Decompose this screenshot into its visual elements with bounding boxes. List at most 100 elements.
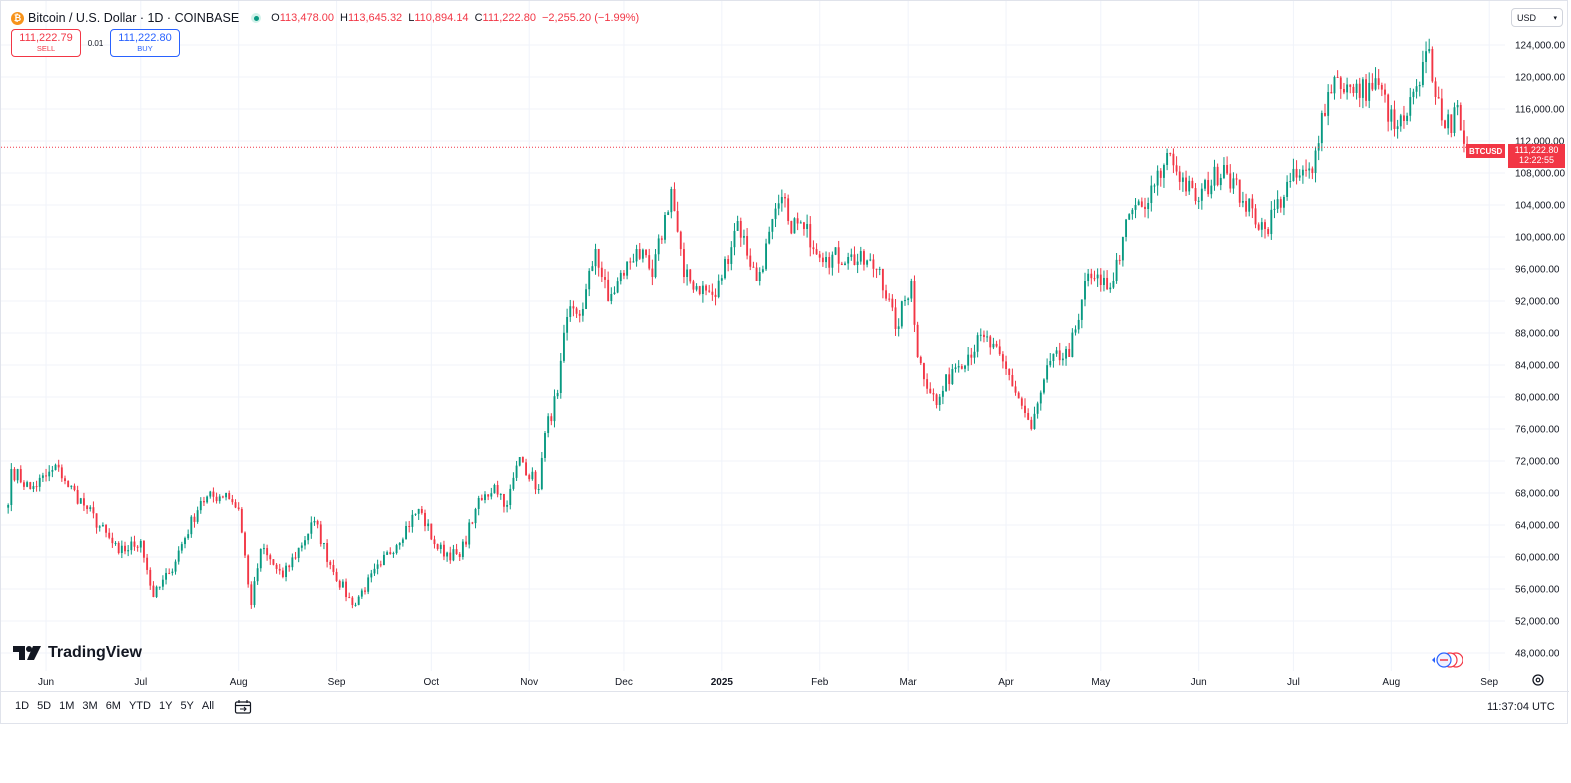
period-ytd[interactable]: YTD bbox=[128, 700, 151, 712]
candle-up bbox=[664, 211, 666, 244]
time-axis[interactable]: Jun Jul Aug Sep Oct Nov Dec 2025 Feb Mar Apr May Jun… bbox=[38, 677, 1499, 688]
x-tick-label: Mar bbox=[900, 677, 918, 688]
period-all[interactable]: All bbox=[201, 700, 215, 712]
candle-up bbox=[468, 519, 471, 549]
candle-down bbox=[351, 596, 354, 609]
candle-body bbox=[1014, 386, 1017, 393]
candle-down bbox=[872, 254, 875, 278]
candle-body bbox=[408, 526, 411, 528]
buy-button[interactable]: 111,222.80 BUY bbox=[110, 29, 180, 57]
period-6m[interactable]: 6M bbox=[105, 700, 121, 712]
candle-up bbox=[79, 497, 82, 504]
candle-body bbox=[888, 298, 891, 300]
candle-body bbox=[329, 561, 332, 565]
candle-down bbox=[727, 255, 730, 272]
candlestick-chart[interactable]: 124,000.00 120,000.00 116,000.00 112,000.00… bbox=[1, 1, 1569, 725]
sell-button[interactable]: 111,222.79 SELL bbox=[11, 29, 81, 57]
candle-down bbox=[64, 475, 66, 485]
candle-up bbox=[992, 337, 995, 350]
candle-body bbox=[335, 571, 338, 581]
candle-body bbox=[1355, 83, 1358, 93]
candle-up bbox=[900, 300, 903, 329]
economic-events-icon[interactable] bbox=[1429, 651, 1463, 669]
last-price-value: 111,222.80 bbox=[1514, 145, 1559, 156]
candle-body bbox=[231, 499, 234, 503]
candle-up bbox=[7, 503, 10, 514]
candle-up bbox=[825, 251, 827, 269]
candle-body bbox=[1421, 61, 1424, 85]
candle-body bbox=[1238, 179, 1241, 203]
candle-body bbox=[616, 281, 619, 293]
symbol-title[interactable]: Bitcoin / U.S. Dollar · 1D · COINBASE bbox=[28, 11, 240, 25]
candle-body bbox=[528, 475, 531, 480]
candle-up bbox=[847, 252, 850, 270]
candle-body bbox=[635, 249, 638, 262]
candle-down bbox=[45, 468, 47, 482]
candle-down bbox=[389, 547, 392, 555]
x-tick-label: 2025 bbox=[711, 677, 734, 688]
candle-body bbox=[771, 219, 774, 232]
candle-up bbox=[209, 490, 212, 499]
candle-body bbox=[866, 260, 869, 265]
candle-up bbox=[341, 579, 344, 588]
candle-up bbox=[158, 586, 161, 590]
candle-body bbox=[424, 512, 426, 527]
candle-up bbox=[799, 220, 802, 224]
candle-body bbox=[544, 433, 546, 458]
candle-down bbox=[364, 587, 366, 595]
candle-body bbox=[165, 572, 167, 580]
candle-up bbox=[1084, 272, 1086, 307]
candle-up bbox=[199, 497, 202, 514]
period-1d[interactable]: 1D bbox=[15, 700, 30, 712]
candle-body bbox=[1320, 113, 1323, 144]
candle-up bbox=[127, 545, 130, 557]
period-1y[interactable]: 1Y bbox=[158, 700, 173, 712]
candle-body bbox=[730, 247, 733, 264]
candle-up bbox=[613, 286, 616, 295]
candle-down bbox=[1001, 351, 1004, 369]
utc-clock[interactable]: 11:37:04 UTC bbox=[1487, 701, 1555, 713]
candle-down bbox=[1257, 222, 1260, 231]
candle-body bbox=[1447, 114, 1450, 129]
candle-down bbox=[1093, 270, 1096, 282]
candle-body bbox=[660, 238, 663, 240]
candle-down bbox=[1185, 170, 1187, 197]
period-3m[interactable]: 3M bbox=[82, 700, 98, 712]
candle-body bbox=[1030, 419, 1033, 429]
period-1m[interactable]: 1M bbox=[59, 700, 75, 712]
candle-down bbox=[1358, 77, 1361, 108]
candle-body bbox=[323, 543, 325, 545]
candle-body bbox=[209, 491, 212, 497]
candle-up bbox=[515, 460, 518, 482]
candle-body bbox=[913, 281, 916, 325]
candle-body bbox=[152, 585, 155, 597]
candle-body bbox=[281, 570, 284, 577]
candle-up bbox=[1077, 313, 1080, 334]
candle-body bbox=[1011, 374, 1014, 387]
candle-down bbox=[1194, 183, 1197, 205]
x-tick-label: Jul bbox=[1287, 677, 1300, 688]
tradingview-logo[interactable]: TradingView bbox=[13, 644, 142, 662]
price-axis[interactable]: 124,000.00 120,000.00 116,000.00 112,000.00… bbox=[1515, 41, 1565, 660]
candle-body bbox=[35, 486, 38, 488]
candle-up bbox=[313, 516, 316, 526]
period-5d[interactable]: 5D bbox=[37, 700, 52, 712]
candle-body bbox=[1216, 166, 1219, 186]
candle-body bbox=[1396, 126, 1399, 129]
candle-up bbox=[70, 485, 73, 490]
period-5y[interactable]: 5Y bbox=[180, 700, 194, 712]
candle-body bbox=[803, 222, 805, 229]
market-status-icon[interactable] bbox=[251, 13, 262, 23]
x-tick-label: Sep bbox=[328, 677, 346, 688]
candle-body bbox=[648, 255, 651, 269]
currency-select[interactable]: USD ▾ bbox=[1511, 8, 1563, 27]
candle-up bbox=[1374, 67, 1377, 91]
candle-down bbox=[926, 373, 929, 394]
candle-up bbox=[967, 346, 970, 371]
date-range-icon[interactable] bbox=[234, 699, 252, 715]
gear-icon[interactable] bbox=[1531, 673, 1545, 687]
candle-down bbox=[821, 252, 824, 267]
candle-body bbox=[799, 222, 802, 224]
candle-body bbox=[332, 565, 335, 572]
candle-up bbox=[174, 559, 177, 575]
